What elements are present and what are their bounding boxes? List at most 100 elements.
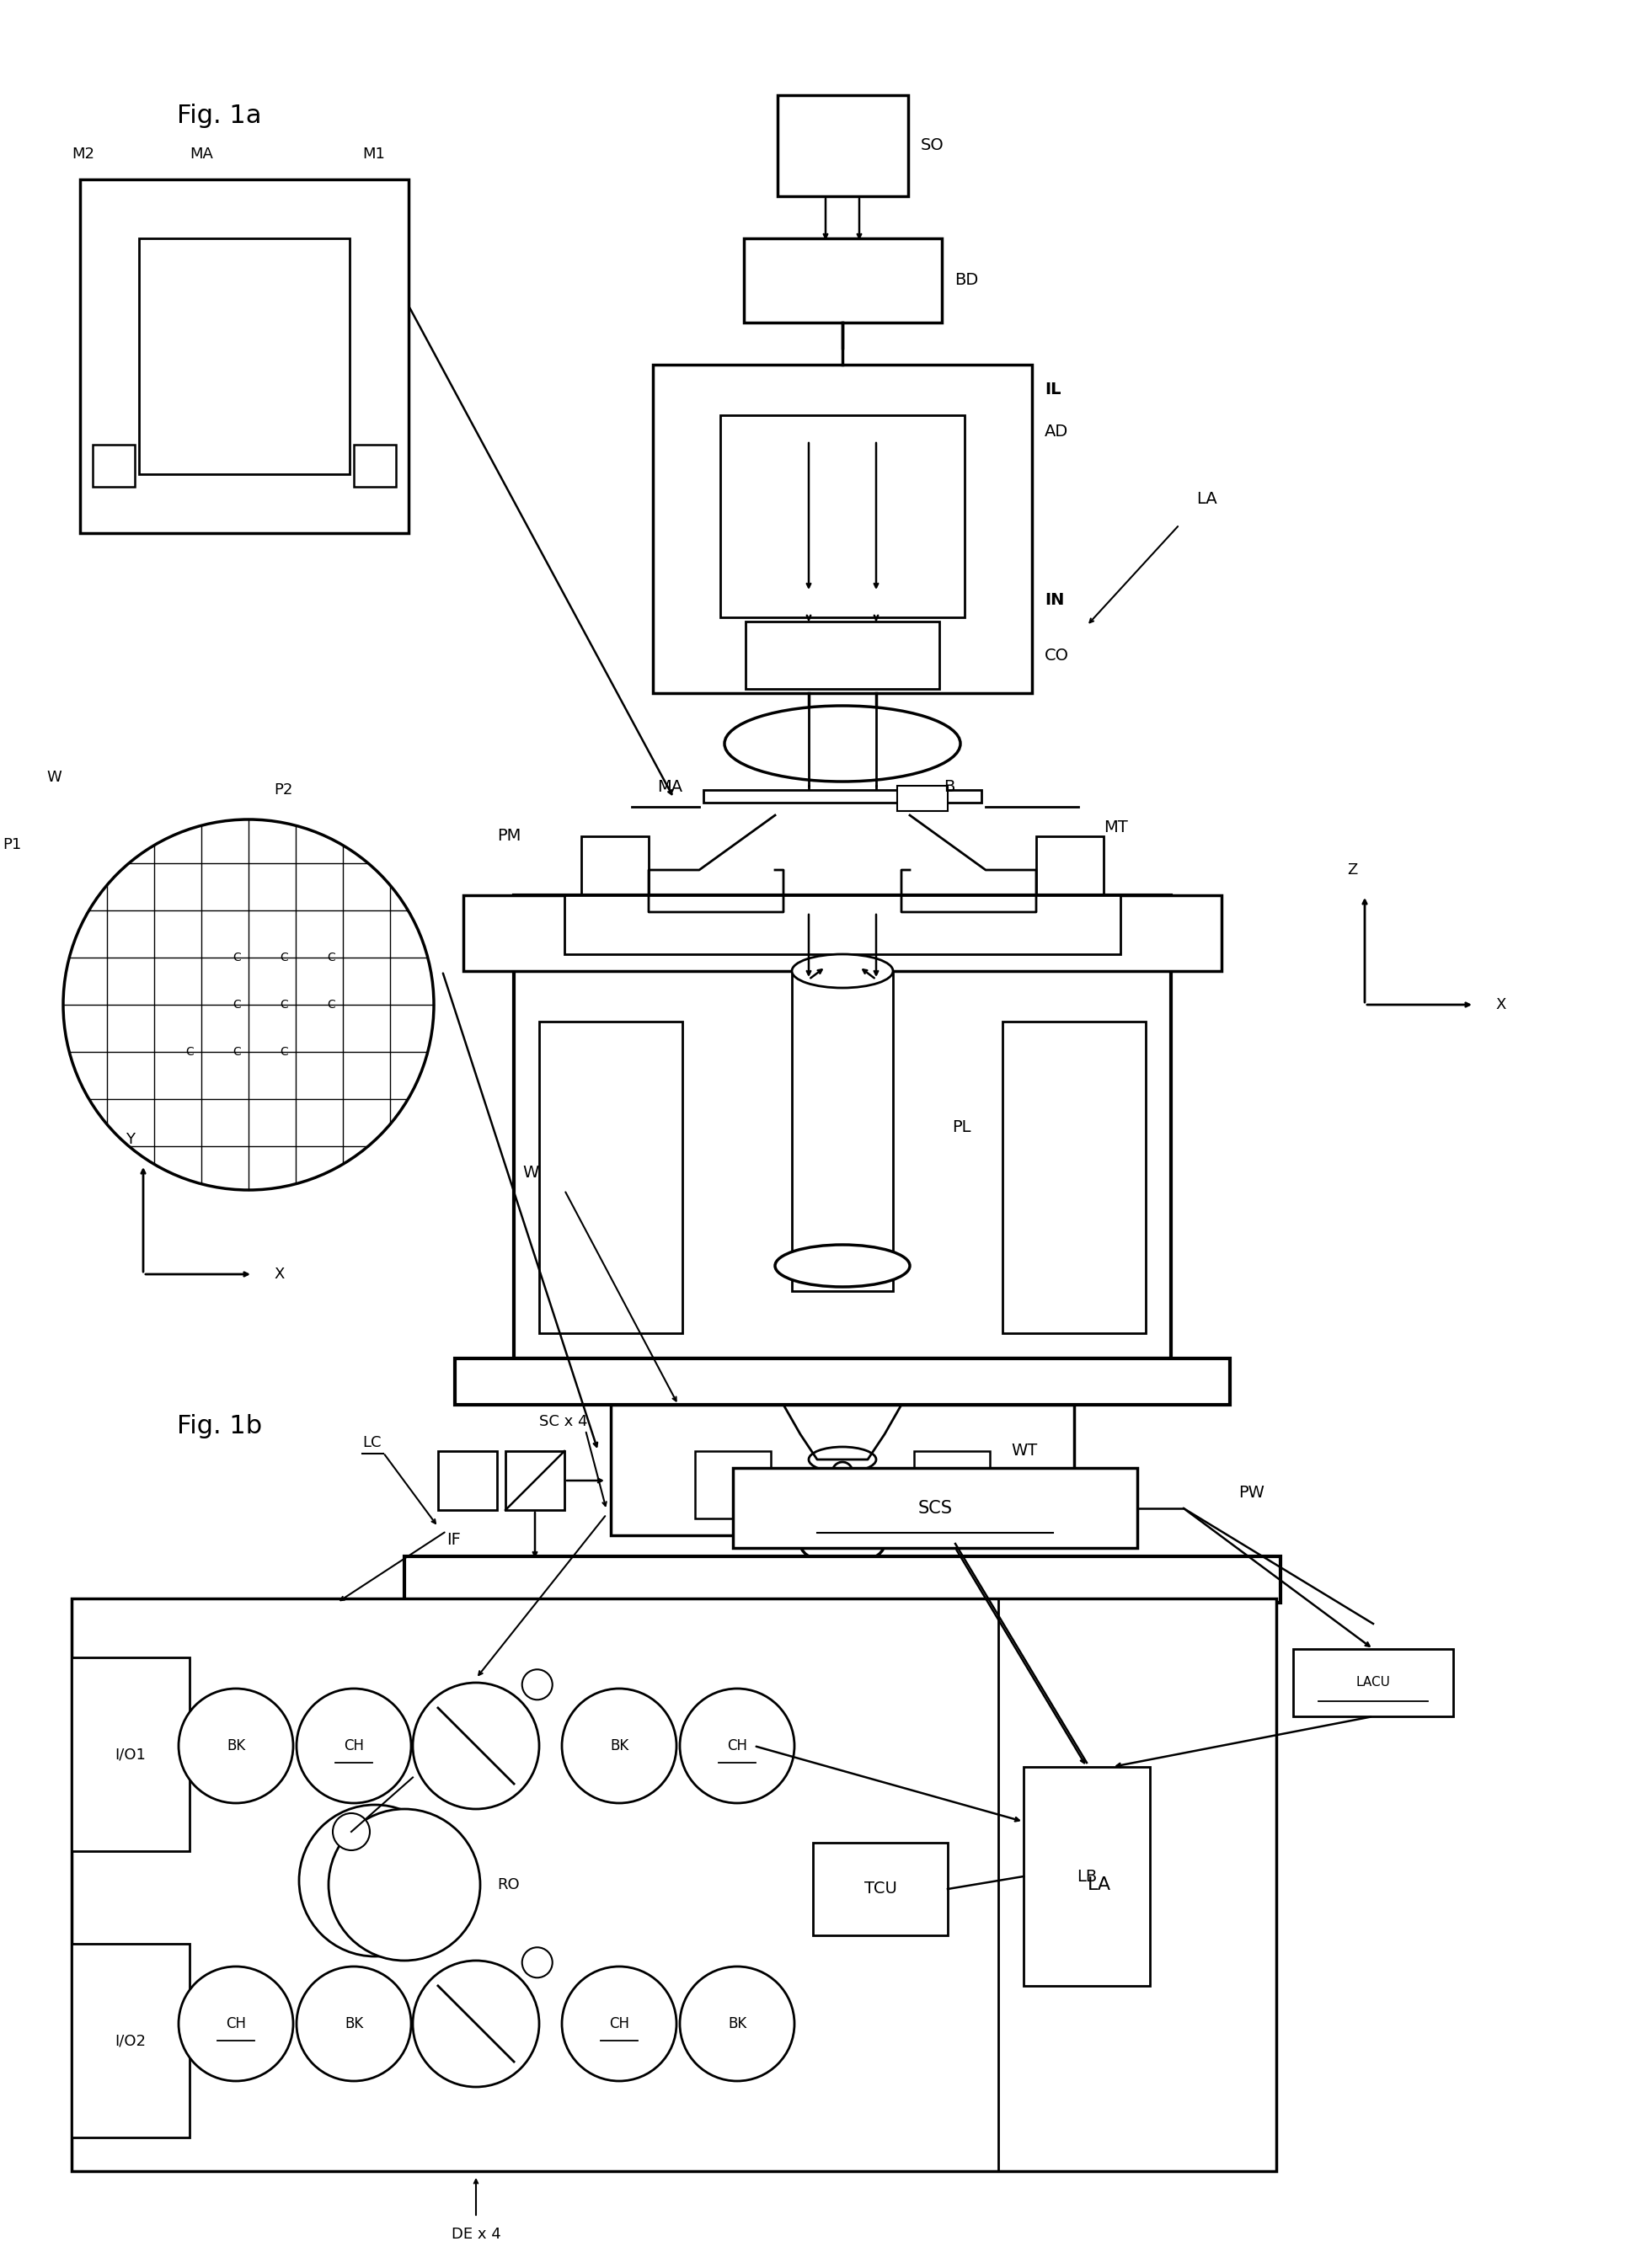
Ellipse shape (800, 1522, 885, 1565)
Text: PM: PM (497, 828, 520, 844)
Bar (93, 445, 134, 488)
Text: AD: AD (1045, 424, 1068, 440)
Text: C: C (232, 953, 240, 964)
Text: MA: MA (190, 147, 213, 161)
Ellipse shape (792, 955, 893, 989)
Bar (80, 179, 409, 533)
Text: B: B (944, 780, 955, 796)
Bar (813, 1842, 947, 1935)
Circle shape (332, 1812, 370, 1851)
Bar (610, 1404, 1075, 1535)
Bar (703, 789, 982, 803)
Text: X: X (1495, 998, 1505, 1012)
Bar (540, 1021, 682, 1334)
Bar (720, 415, 965, 617)
Circle shape (833, 1463, 852, 1483)
Text: SC x 4: SC x 4 (540, 1413, 587, 1429)
Bar (72, 1944, 190, 2136)
Text: MA: MA (658, 780, 682, 796)
Circle shape (561, 1966, 676, 2082)
Text: M2: M2 (72, 147, 95, 161)
Bar (404, 1556, 1281, 1603)
Text: LA: LA (1196, 492, 1217, 508)
Bar (1003, 1021, 1145, 1334)
Text: IN: IN (1045, 592, 1065, 608)
Text: C: C (280, 953, 288, 964)
Text: LA: LA (1088, 1876, 1111, 1894)
Circle shape (681, 1690, 795, 1803)
Text: I/O2: I/O2 (115, 2032, 146, 2048)
Ellipse shape (808, 1447, 877, 1472)
Circle shape (522, 1948, 553, 1978)
Circle shape (329, 1810, 481, 1960)
Circle shape (412, 1960, 540, 2087)
Text: CH: CH (344, 1737, 363, 1753)
Text: PW: PW (1238, 1486, 1265, 1501)
Text: RO: RO (497, 1878, 520, 1892)
Text: Fig. 1b: Fig. 1b (177, 1413, 262, 1438)
Text: IF: IF (447, 1531, 461, 1547)
Circle shape (561, 1690, 676, 1803)
Text: C: C (185, 1046, 193, 1057)
Text: CO: CO (1045, 646, 1068, 662)
Text: C: C (280, 1046, 288, 1057)
Bar (897, 785, 947, 812)
Bar (72, 1658, 190, 1851)
Ellipse shape (775, 1245, 910, 1286)
Text: DE x 4: DE x 4 (452, 2227, 501, 2241)
Text: C: C (232, 998, 240, 1012)
Bar (653, 365, 1032, 694)
Text: W: W (522, 1166, 538, 1182)
Bar (792, 971, 893, 1290)
Bar (353, 445, 396, 488)
Bar (1024, 1767, 1150, 1987)
Text: CH: CH (609, 2016, 630, 2032)
Circle shape (64, 819, 434, 1191)
Circle shape (299, 1805, 450, 1957)
Text: X: X (273, 1266, 285, 1281)
Text: C: C (327, 998, 335, 1012)
Text: LC: LC (362, 1436, 381, 1449)
Bar (581, 837, 648, 903)
Bar (455, 1359, 1230, 1404)
Bar (733, 1467, 1137, 1549)
Bar (1036, 837, 1104, 903)
Text: SO: SO (921, 138, 944, 154)
Text: CH: CH (726, 1737, 748, 1753)
Text: P2: P2 (273, 782, 293, 798)
Text: BK: BK (728, 2016, 746, 2032)
Bar (915, 1452, 990, 1520)
Bar (746, 621, 939, 689)
Text: LB: LB (1076, 1869, 1098, 1885)
Circle shape (412, 1683, 540, 1810)
Text: MT: MT (1104, 819, 1127, 837)
Text: CH: CH (226, 2016, 245, 2032)
Text: Y: Y (126, 1132, 136, 1148)
Text: SCS: SCS (918, 1499, 952, 1517)
Bar (438, 1452, 497, 1510)
Text: I/O1: I/O1 (115, 1746, 146, 1762)
Bar (744, 238, 942, 322)
Text: BK: BK (226, 1737, 245, 1753)
Bar (463, 896, 1222, 971)
Circle shape (178, 1690, 293, 1803)
Ellipse shape (725, 705, 960, 782)
Bar (777, 95, 908, 197)
Circle shape (681, 1966, 795, 2082)
Circle shape (296, 1966, 411, 2082)
Bar (139, 238, 350, 474)
Bar (695, 1452, 771, 1520)
Text: C: C (232, 1046, 240, 1057)
Bar (564, 896, 1121, 955)
Text: PL: PL (952, 1118, 970, 1134)
Text: WT: WT (1011, 1442, 1037, 1458)
Bar (506, 1452, 564, 1510)
Bar (514, 896, 1171, 1359)
Text: C: C (327, 953, 335, 964)
Text: C: C (280, 998, 288, 1012)
Circle shape (296, 1690, 411, 1803)
Text: W: W (46, 769, 61, 785)
Text: BK: BK (610, 1737, 628, 1753)
Text: M1: M1 (362, 147, 384, 161)
Text: Z: Z (1346, 862, 1358, 878)
